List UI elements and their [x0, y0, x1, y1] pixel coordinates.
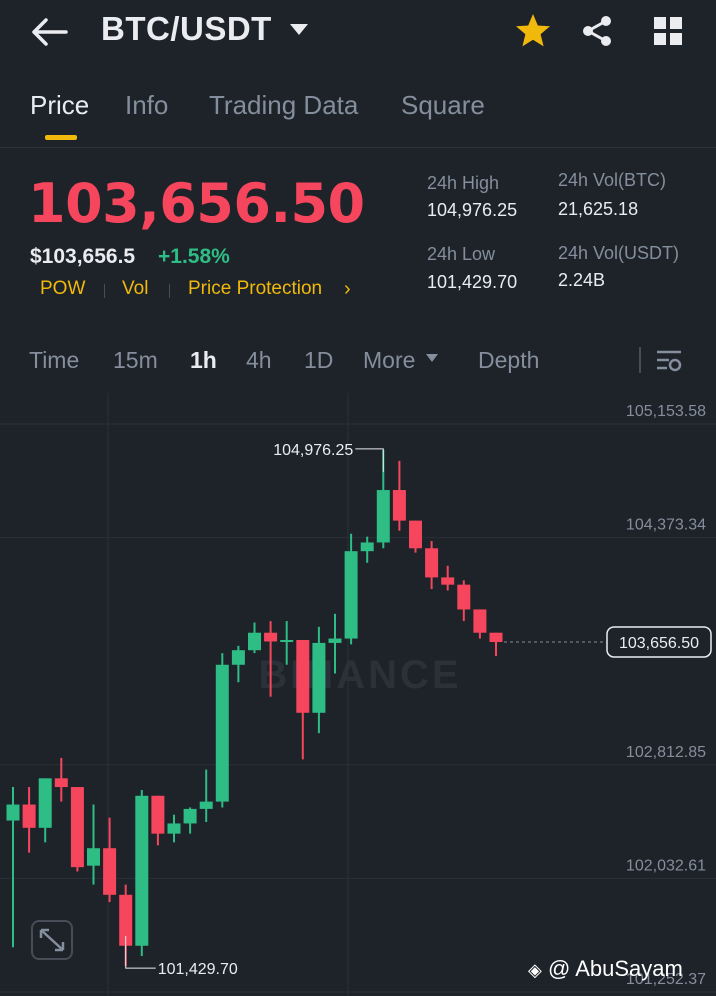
candle-body — [151, 795, 165, 834]
stat-24h-vol-usdt-label: 24h Vol(USDT) — [558, 243, 680, 263]
candle-body — [22, 804, 36, 828]
caret-down-icon[interactable] — [290, 24, 308, 35]
stat-24h-vol-btc-label: 24h Vol(BTC) — [558, 170, 667, 190]
candle-body — [38, 778, 52, 828]
high-marker-line — [355, 448, 384, 472]
candle-body — [119, 894, 133, 946]
stat-24h-low-label: 24h Low — [427, 244, 496, 264]
tab-info[interactable]: Info — [125, 90, 169, 120]
divider — [639, 347, 641, 373]
candle-body — [264, 632, 278, 642]
exchange-watermark: BINANCE — [258, 653, 461, 697]
candle-body — [215, 664, 229, 802]
candle-body — [183, 808, 197, 824]
tag-vol[interactable]: Vol — [122, 278, 149, 299]
candle-body — [344, 551, 358, 639]
high-marker-label: 104,976.25 — [273, 442, 353, 459]
candle-body — [360, 542, 374, 552]
candle-body — [87, 848, 100, 866]
candle-body — [376, 490, 390, 543]
y-axis-tick-label: 102,812.85 — [626, 744, 706, 761]
interval-time[interactable]: Time — [29, 347, 80, 373]
star-icon[interactable] — [514, 12, 552, 50]
grid-icon[interactable] — [653, 16, 683, 46]
y-axis-tick-label: 104,373.34 — [626, 517, 706, 534]
candle-body — [70, 787, 84, 868]
stat-24h-high-label: 24h High — [427, 173, 500, 193]
binance-logo-icon: ◈ — [528, 960, 542, 980]
interval-depth[interactable]: Depth — [478, 347, 540, 373]
share-icon[interactable] — [580, 14, 614, 48]
y-axis-tick-label: 101,252.37 — [626, 971, 706, 988]
y-axis-tick-label: 105,153.58 — [626, 403, 706, 420]
candle-body — [312, 642, 326, 713]
expand-icon — [39, 928, 65, 952]
candlestick-chart[interactable]: 105,153.58 104,373.34 102,812.85 102,032.61… — [0, 393, 716, 996]
candle-body — [473, 609, 487, 633]
tag-separator — [169, 284, 170, 298]
candle-body — [231, 650, 245, 665]
candle-body — [392, 490, 406, 521]
candle-body — [199, 801, 213, 809]
chevron-right-icon[interactable]: › — [344, 278, 351, 300]
tab-price[interactable]: Price — [30, 90, 90, 120]
pair-selector[interactable]: BTC/USDT — [101, 10, 272, 47]
candle-body — [6, 804, 20, 821]
last-price: 103,656.50 — [28, 172, 365, 235]
chart-settings-icon[interactable] — [655, 347, 683, 375]
divider — [0, 147, 716, 148]
candle-body — [441, 577, 455, 585]
user-watermark: ◈ @ AbuSayam — [528, 956, 683, 981]
active-tab-indicator — [45, 135, 77, 140]
current-price-pill — [606, 626, 712, 658]
y-axis-tick-label: 102,032.61 — [626, 857, 706, 874]
candle-body — [489, 632, 503, 643]
tag-separator — [104, 284, 105, 298]
stat-24h-low-value: 101,429.70 — [427, 272, 518, 292]
change-percent: +1.58% — [158, 245, 230, 268]
candle-body — [296, 640, 310, 713]
expand-chart-button[interactable] — [31, 920, 73, 960]
candle-body — [425, 548, 439, 578]
candle-body — [328, 638, 342, 643]
candle-body — [280, 640, 294, 643]
low-marker-line — [125, 936, 156, 969]
interval-more[interactable]: More — [363, 347, 416, 373]
candle-body — [54, 778, 68, 788]
interval-1h[interactable]: 1h — [190, 347, 217, 373]
low-marker-label: 101,429.70 — [158, 961, 238, 978]
candle-body — [248, 632, 261, 651]
stat-24h-vol-usdt-value: 2.24B — [558, 270, 606, 290]
tag-price-protection[interactable]: Price Protection — [188, 278, 323, 299]
tab-trading-data[interactable]: Trading Data — [209, 90, 359, 120]
top-bar: BTC/USDT — [0, 0, 716, 70]
back-arrow-icon[interactable] — [30, 14, 70, 50]
candle-body — [167, 823, 181, 834]
interval-1d[interactable]: 1D — [304, 347, 334, 373]
tag-pow[interactable]: POW — [40, 278, 86, 299]
stat-24h-vol-btc-value: 21,625.18 — [558, 199, 639, 219]
interval-15m[interactable]: 15m — [113, 347, 158, 373]
candle-body — [457, 584, 471, 610]
caret-down-icon[interactable] — [426, 354, 438, 362]
current-price-label: 103,656.50 — [619, 635, 699, 652]
interval-4h[interactable]: 4h — [246, 347, 272, 373]
candle-body — [409, 520, 422, 549]
candle-body — [135, 795, 149, 946]
tab-square[interactable]: Square — [401, 90, 485, 120]
usd-price: $103,656.5 — [30, 245, 136, 268]
stat-24h-high-value: 104,976.25 — [427, 200, 518, 220]
candle-body — [103, 848, 117, 895]
